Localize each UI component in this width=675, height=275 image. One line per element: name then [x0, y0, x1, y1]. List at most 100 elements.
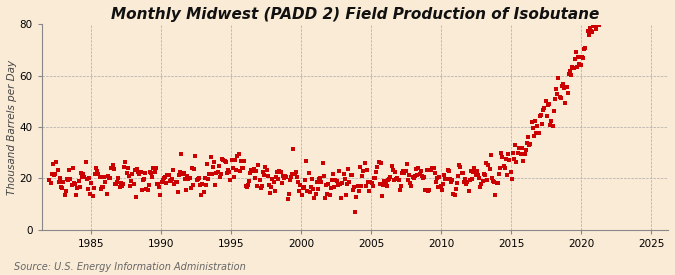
Point: [412, 173, 423, 177]
Point: [509, 157, 520, 161]
Point: [341, 192, 352, 197]
Point: [275, 170, 286, 175]
Point: [288, 147, 299, 152]
Point: [356, 183, 367, 188]
Point: [420, 188, 431, 192]
Point: [561, 85, 572, 90]
Point: [394, 188, 405, 192]
Point: [306, 185, 317, 189]
Point: [125, 184, 136, 188]
Point: [162, 173, 173, 177]
Point: [351, 195, 362, 200]
Point: [440, 177, 451, 182]
Point: [250, 176, 261, 181]
Point: [436, 188, 447, 192]
Point: [111, 182, 122, 186]
Point: [594, 23, 605, 28]
Point: [373, 159, 384, 164]
Point: [553, 76, 564, 80]
Point: [292, 175, 302, 179]
Point: [423, 189, 433, 193]
Point: [248, 167, 259, 172]
Point: [336, 196, 347, 200]
Point: [540, 98, 551, 103]
Point: [223, 167, 234, 172]
Point: [386, 164, 397, 168]
Point: [463, 189, 474, 193]
Point: [503, 152, 514, 156]
Point: [583, 33, 594, 37]
Point: [259, 172, 269, 177]
Point: [245, 171, 256, 176]
Point: [522, 135, 533, 139]
Point: [165, 177, 176, 182]
Point: [236, 159, 246, 163]
Point: [388, 178, 399, 182]
Point: [256, 184, 267, 188]
Point: [267, 177, 278, 181]
Point: [80, 160, 91, 164]
Point: [98, 185, 109, 189]
Point: [370, 176, 381, 180]
Point: [53, 180, 64, 184]
Point: [331, 179, 342, 184]
Point: [280, 174, 291, 178]
Point: [130, 195, 141, 199]
Point: [527, 126, 538, 130]
Point: [464, 178, 475, 183]
Point: [535, 114, 545, 119]
Point: [196, 193, 207, 197]
Point: [224, 169, 235, 174]
Point: [322, 192, 333, 196]
Point: [65, 177, 76, 182]
Point: [255, 186, 266, 190]
Point: [161, 181, 171, 185]
Point: [367, 184, 378, 188]
Point: [122, 166, 133, 170]
Point: [446, 180, 456, 184]
Point: [57, 186, 68, 190]
Point: [468, 170, 479, 175]
Point: [189, 166, 200, 171]
Point: [247, 169, 258, 173]
Point: [113, 176, 124, 180]
Point: [198, 189, 209, 194]
Point: [146, 171, 157, 175]
Point: [533, 131, 544, 136]
Point: [107, 163, 118, 168]
Point: [310, 192, 321, 196]
Point: [514, 145, 524, 150]
Point: [462, 180, 472, 184]
Point: [545, 123, 556, 127]
Point: [537, 122, 547, 126]
Point: [44, 178, 55, 183]
Point: [229, 175, 240, 179]
Point: [393, 178, 404, 183]
Point: [68, 166, 78, 170]
Point: [182, 174, 192, 178]
Point: [266, 185, 277, 189]
Point: [138, 177, 149, 181]
Point: [85, 191, 96, 196]
Point: [455, 164, 466, 169]
Point: [138, 178, 148, 182]
Point: [593, 14, 603, 19]
Point: [418, 175, 429, 180]
Point: [302, 188, 313, 193]
Point: [250, 169, 261, 174]
Point: [142, 188, 153, 192]
Point: [566, 73, 576, 77]
Point: [186, 166, 197, 170]
Point: [277, 174, 288, 178]
Point: [293, 180, 304, 184]
Point: [487, 176, 497, 181]
Point: [156, 180, 167, 184]
Point: [483, 163, 494, 168]
Point: [163, 173, 174, 178]
Point: [207, 172, 217, 176]
Point: [47, 162, 58, 166]
Point: [55, 175, 65, 180]
Point: [238, 166, 248, 170]
Point: [570, 50, 581, 54]
Point: [481, 160, 491, 165]
